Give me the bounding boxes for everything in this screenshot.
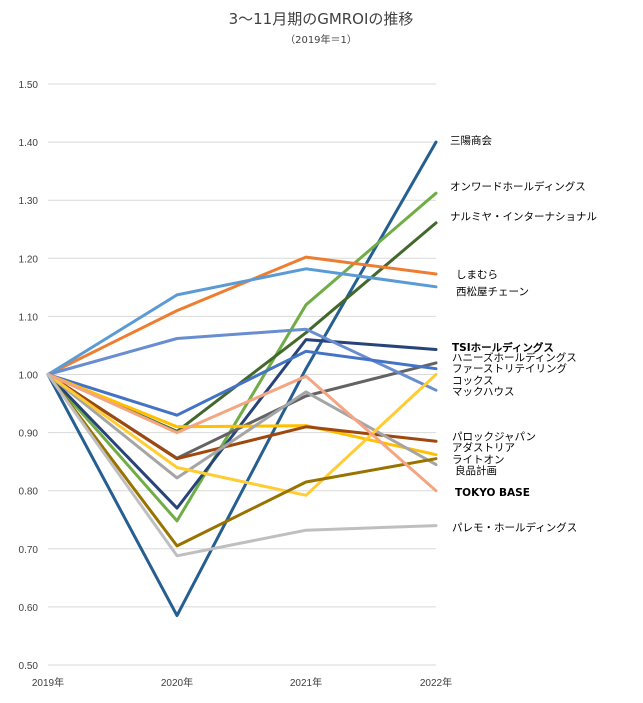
series-label: ナルミヤ・インターナショナル [450, 211, 597, 223]
series-line [46, 349, 438, 417]
x-axis-ticks: 2019年 2020年 2021年 2022年 [32, 676, 452, 689]
y-tick-label: 0.80 [19, 487, 39, 498]
series-label: 西松屋チェーン [456, 285, 529, 298]
series-label: TOKYO BASE [455, 487, 530, 499]
gridlines [48, 83, 436, 666]
x-tick-label: 2020年 [161, 676, 193, 689]
series-line [46, 373, 438, 457]
y-tick-label: 1.30 [19, 196, 39, 207]
x-tick-label: 2019年 [32, 676, 64, 689]
x-tick-label: 2021年 [290, 676, 322, 689]
chart-subtitle: （2019年＝1） [285, 33, 357, 46]
series-label: 三陽商会 [450, 134, 492, 147]
y-axis-ticks: 0.50 0.60 0.70 0.80 0.90 1.00 1.10 1.20 1.30 1.40… [19, 80, 39, 672]
y-tick-label: 1.20 [19, 254, 39, 265]
series-label: パロックジャパン [452, 431, 536, 443]
series-label: TSIホールディングス [452, 341, 554, 354]
series-label: コックス [452, 375, 494, 387]
series-label: アダストリア [452, 441, 515, 454]
y-tick-label: 0.90 [19, 429, 39, 440]
series-line [46, 191, 438, 523]
chart-title: 3～11月期のGMROIの推移 [229, 10, 414, 28]
series-label: マックハウス [452, 386, 514, 398]
series-label: パレモ・ホールディングス [452, 521, 577, 534]
series-label: しまむら [456, 269, 498, 281]
y-tick-label: 0.50 [19, 661, 39, 672]
x-tick-label: 2022年 [420, 676, 452, 689]
y-tick-label: 1.50 [19, 80, 39, 91]
series-line [46, 140, 438, 618]
series-lines [46, 140, 438, 618]
series-line [46, 338, 438, 510]
series-label: 良品計画 [455, 464, 497, 477]
series-line [46, 373, 438, 548]
series-line [46, 255, 438, 376]
series-label: オンワードホールディングス [450, 180, 586, 193]
series-label: ライトオン [452, 454, 505, 466]
series-label: ファーストリテイリング [452, 362, 567, 375]
series-labels: 三陽商会オンワードホールディングスナルミヤ・インターナショナルしまむら西松屋チェ… [450, 134, 597, 534]
y-tick-label: 1.40 [19, 138, 39, 149]
y-tick-label: 1.10 [19, 312, 39, 323]
y-tick-label: 0.70 [19, 545, 39, 556]
series-line [46, 267, 438, 376]
series-line [46, 373, 438, 558]
y-tick-label: 0.60 [19, 603, 39, 614]
series-label: ハニーズホールディングス [452, 351, 577, 364]
series-line [46, 373, 438, 480]
series-line [46, 373, 438, 493]
y-tick-label: 1.00 [19, 371, 39, 382]
